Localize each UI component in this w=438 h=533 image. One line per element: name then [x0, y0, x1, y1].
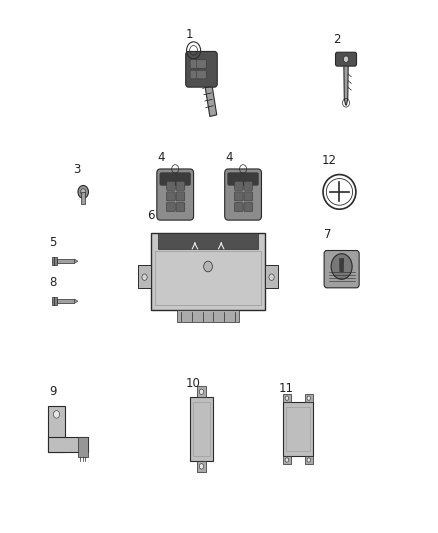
FancyBboxPatch shape: [244, 203, 253, 212]
Polygon shape: [205, 106, 213, 108]
Polygon shape: [74, 299, 78, 303]
Bar: [197, 461, 206, 472]
Bar: [48, 437, 88, 452]
FancyBboxPatch shape: [234, 192, 243, 201]
FancyBboxPatch shape: [151, 233, 265, 310]
Bar: [177, 310, 239, 322]
Bar: [52, 297, 57, 305]
Bar: [48, 406, 65, 452]
FancyBboxPatch shape: [166, 203, 175, 212]
FancyBboxPatch shape: [190, 60, 200, 68]
Text: 2: 2: [333, 34, 340, 46]
Bar: [155, 252, 261, 305]
Text: 4: 4: [226, 151, 233, 164]
FancyBboxPatch shape: [324, 251, 359, 288]
Bar: [265, 265, 278, 288]
Circle shape: [204, 261, 212, 272]
Bar: [78, 437, 88, 457]
FancyBboxPatch shape: [186, 52, 217, 87]
FancyBboxPatch shape: [234, 181, 243, 190]
Polygon shape: [74, 259, 78, 263]
Bar: [57, 259, 74, 263]
FancyBboxPatch shape: [225, 169, 261, 220]
Circle shape: [307, 396, 311, 400]
Polygon shape: [344, 64, 348, 105]
Bar: [193, 402, 210, 456]
FancyBboxPatch shape: [176, 192, 185, 201]
Text: 4: 4: [158, 151, 165, 164]
Text: 5: 5: [49, 237, 57, 249]
Text: 12: 12: [322, 155, 337, 167]
Text: 3: 3: [74, 163, 81, 176]
Bar: [81, 192, 85, 204]
Circle shape: [331, 254, 352, 279]
FancyBboxPatch shape: [190, 70, 200, 79]
Bar: [138, 265, 151, 288]
FancyBboxPatch shape: [244, 181, 253, 190]
Polygon shape: [204, 93, 212, 95]
FancyBboxPatch shape: [176, 181, 185, 190]
Circle shape: [81, 189, 86, 195]
Circle shape: [78, 185, 88, 198]
FancyBboxPatch shape: [176, 203, 185, 212]
Bar: [190, 397, 213, 461]
Text: 7: 7: [324, 229, 332, 241]
Polygon shape: [202, 86, 210, 88]
Text: 9: 9: [49, 385, 57, 398]
FancyBboxPatch shape: [234, 203, 243, 212]
Text: 10: 10: [186, 377, 201, 390]
FancyBboxPatch shape: [228, 173, 258, 185]
Bar: [57, 299, 74, 303]
FancyBboxPatch shape: [197, 60, 206, 68]
FancyBboxPatch shape: [166, 192, 175, 201]
Polygon shape: [204, 76, 217, 117]
Bar: [305, 456, 313, 464]
Polygon shape: [205, 99, 212, 101]
Text: 6: 6: [147, 209, 154, 222]
Bar: [283, 402, 313, 456]
FancyBboxPatch shape: [197, 70, 206, 79]
FancyBboxPatch shape: [244, 192, 253, 201]
FancyBboxPatch shape: [336, 52, 357, 66]
Circle shape: [199, 464, 204, 469]
Circle shape: [53, 410, 60, 418]
FancyBboxPatch shape: [166, 181, 175, 190]
Bar: [52, 257, 57, 265]
Circle shape: [142, 274, 147, 280]
Circle shape: [285, 396, 289, 400]
Text: 1: 1: [185, 28, 193, 41]
Circle shape: [285, 458, 289, 462]
Polygon shape: [339, 259, 344, 272]
FancyBboxPatch shape: [160, 173, 191, 185]
Bar: [283, 456, 291, 464]
Circle shape: [343, 56, 349, 62]
FancyBboxPatch shape: [157, 169, 194, 220]
Text: 8: 8: [49, 277, 57, 289]
Text: 11: 11: [279, 382, 293, 395]
Bar: [286, 407, 310, 451]
Bar: [158, 233, 258, 248]
Bar: [283, 394, 291, 402]
Bar: [305, 394, 313, 402]
Circle shape: [307, 458, 311, 462]
Bar: [197, 386, 206, 397]
Circle shape: [199, 389, 204, 394]
Circle shape: [269, 274, 274, 280]
